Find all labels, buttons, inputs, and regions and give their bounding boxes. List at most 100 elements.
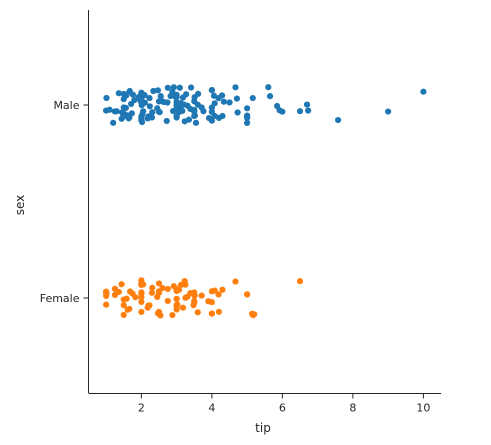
data-point-male xyxy=(141,99,148,106)
data-point-male xyxy=(244,105,251,112)
data-point-female xyxy=(244,291,251,298)
data-point-female xyxy=(123,295,130,302)
data-point-male xyxy=(164,99,171,106)
data-point-female xyxy=(170,283,177,290)
data-point-male xyxy=(156,109,163,116)
data-point-male xyxy=(219,112,226,120)
data-point-female xyxy=(174,301,181,308)
data-point-female xyxy=(194,309,201,316)
y-tick-label-male: Male xyxy=(53,99,79,112)
ticks-layer: 2 4 6 8 10 Male Female xyxy=(40,99,431,415)
data-point-male xyxy=(187,84,195,91)
data-point-male xyxy=(157,93,164,100)
data-point-female xyxy=(146,302,153,309)
data-point-female xyxy=(120,302,127,309)
data-point-female xyxy=(296,278,304,285)
data-point-female xyxy=(191,297,198,304)
data-point-male xyxy=(129,91,137,98)
data-point-male xyxy=(334,116,342,124)
data-point-male xyxy=(113,108,120,115)
data-point-female xyxy=(103,290,110,297)
data-point-female xyxy=(140,281,147,288)
data-point-male xyxy=(305,107,312,114)
data-point-male xyxy=(179,107,186,114)
data-point-female xyxy=(191,292,198,299)
data-point-female xyxy=(182,281,189,288)
data-point-male xyxy=(146,103,153,110)
data-point-male xyxy=(385,108,392,115)
data-point-female xyxy=(211,287,218,294)
data-point-male xyxy=(164,84,171,91)
data-point-male xyxy=(149,109,156,116)
data-point-male xyxy=(120,104,127,111)
data-point-female xyxy=(169,311,176,319)
data-point-male xyxy=(420,88,427,95)
data-point-male xyxy=(115,90,122,97)
data-point-female xyxy=(148,289,156,296)
data-point-male xyxy=(279,108,286,115)
data-point-male xyxy=(192,119,200,126)
data-point-male xyxy=(219,92,226,99)
data-point-male xyxy=(208,117,215,124)
data-point-male xyxy=(173,91,180,98)
x-axis-label: tip xyxy=(255,421,271,435)
data-point-male xyxy=(183,91,190,98)
data-point-male xyxy=(103,94,110,102)
data-point-male xyxy=(131,97,138,104)
data-point-male xyxy=(220,98,227,105)
data-point-male xyxy=(195,90,202,97)
points-layer xyxy=(103,84,427,319)
data-point-female xyxy=(179,304,187,311)
data-point-male xyxy=(226,99,233,106)
data-point-male xyxy=(140,108,147,115)
data-point-male xyxy=(303,101,311,108)
data-point-male xyxy=(150,87,157,95)
data-point-female xyxy=(138,308,145,316)
data-point-male xyxy=(176,84,183,91)
data-point-male xyxy=(148,114,156,121)
data-point-female xyxy=(155,280,163,287)
data-point-male xyxy=(154,87,162,94)
data-point-female xyxy=(118,281,125,288)
data-point-male xyxy=(296,108,304,115)
axes-layer xyxy=(88,10,441,394)
data-point-female xyxy=(111,291,119,299)
data-point-female xyxy=(126,305,133,312)
data-point-female xyxy=(120,311,127,318)
data-point-male xyxy=(208,87,215,94)
data-point-male xyxy=(234,109,241,116)
x-tick-label: 10 xyxy=(416,402,430,415)
data-point-female xyxy=(157,312,164,319)
data-point-female xyxy=(215,291,222,298)
data-point-male xyxy=(110,119,117,126)
data-point-female xyxy=(149,284,156,291)
data-point-male xyxy=(191,112,199,119)
data-point-male xyxy=(249,94,256,102)
data-point-male xyxy=(266,93,274,100)
data-point-male xyxy=(211,100,218,107)
data-point-male xyxy=(244,114,251,122)
data-point-female xyxy=(173,295,180,303)
data-point-female xyxy=(215,308,223,315)
data-point-male xyxy=(173,114,180,121)
data-point-female xyxy=(177,281,184,289)
data-point-male xyxy=(232,84,239,91)
data-point-male xyxy=(185,116,193,123)
x-tick-label: 2 xyxy=(138,402,145,415)
data-point-female xyxy=(175,286,183,293)
data-point-female xyxy=(138,290,145,298)
data-point-male xyxy=(210,92,218,99)
data-point-male xyxy=(265,84,272,91)
data-point-female xyxy=(164,285,171,293)
data-point-male xyxy=(170,84,177,91)
x-tick-label: 8 xyxy=(349,402,356,415)
data-point-male xyxy=(244,119,251,126)
data-point-male xyxy=(233,95,240,102)
data-point-female xyxy=(159,285,166,292)
data-point-female xyxy=(138,298,145,306)
data-point-female xyxy=(103,301,110,308)
data-point-male xyxy=(138,118,146,126)
x-tick-label: 4 xyxy=(208,402,215,415)
